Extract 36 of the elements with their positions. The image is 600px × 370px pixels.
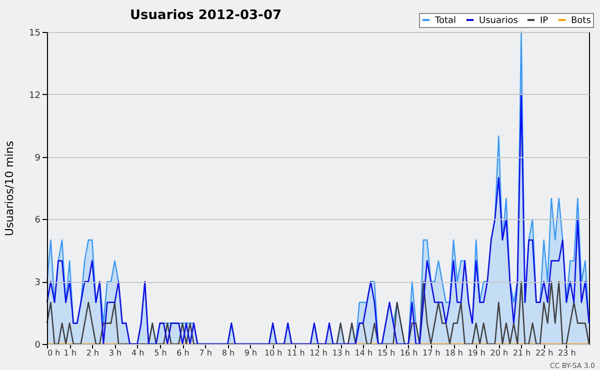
x-tick-label: 5 h	[154, 348, 167, 358]
x-tick-label: 18 h	[445, 348, 463, 358]
x-tick-label: 4 h	[131, 348, 144, 358]
x-tick-label: 7 h	[199, 348, 212, 358]
x-tick-label: 0 h	[48, 348, 60, 358]
x-tick-label: 12 h	[310, 348, 328, 358]
x-tick-label: 6 h	[176, 348, 190, 358]
legend-label: Total	[434, 16, 456, 26]
x-tick-label: 14 h	[354, 348, 373, 358]
legend-label: IP	[540, 16, 549, 26]
y-tick-label: 12	[29, 90, 40, 101]
x-tick-label: 13 h	[332, 348, 350, 358]
x-tick-label: 19 h	[468, 348, 486, 358]
chart-title: Usuarios 2012-03-07	[130, 8, 282, 23]
x-tick-label: 2 h	[86, 348, 100, 358]
x-tick-label: 11 h	[287, 348, 305, 358]
x-tick-label: 3 h	[108, 348, 122, 358]
legend-label: Bots	[571, 16, 592, 26]
x-tick-label: 20 h	[490, 348, 508, 358]
x-tick-label: 17 h	[422, 348, 440, 358]
x-tick-label: 23 h	[558, 348, 576, 358]
x-tick-label: 21 h	[512, 348, 531, 358]
x-tick-label: 9 h	[244, 348, 258, 358]
x-tick-label: 10 h	[264, 348, 282, 358]
x-tick-label: 15 h	[377, 348, 396, 358]
x-tick-label: 8 h	[222, 348, 235, 358]
y-tick-label: 0	[34, 340, 41, 350]
legend-label: Usuarios	[479, 16, 518, 26]
y-tick-label: 3	[34, 278, 40, 288]
y-tick-label: 9	[34, 153, 41, 164]
y-tick-label: 15	[29, 28, 40, 38]
y-axis-title: Usuarios/10 mins	[3, 140, 16, 236]
x-tick-label: 1 h	[64, 348, 76, 358]
y-tick-label: 6	[34, 216, 41, 226]
x-tick-label: 16 h	[400, 348, 418, 358]
x-tick-label: 22 h	[535, 348, 554, 358]
